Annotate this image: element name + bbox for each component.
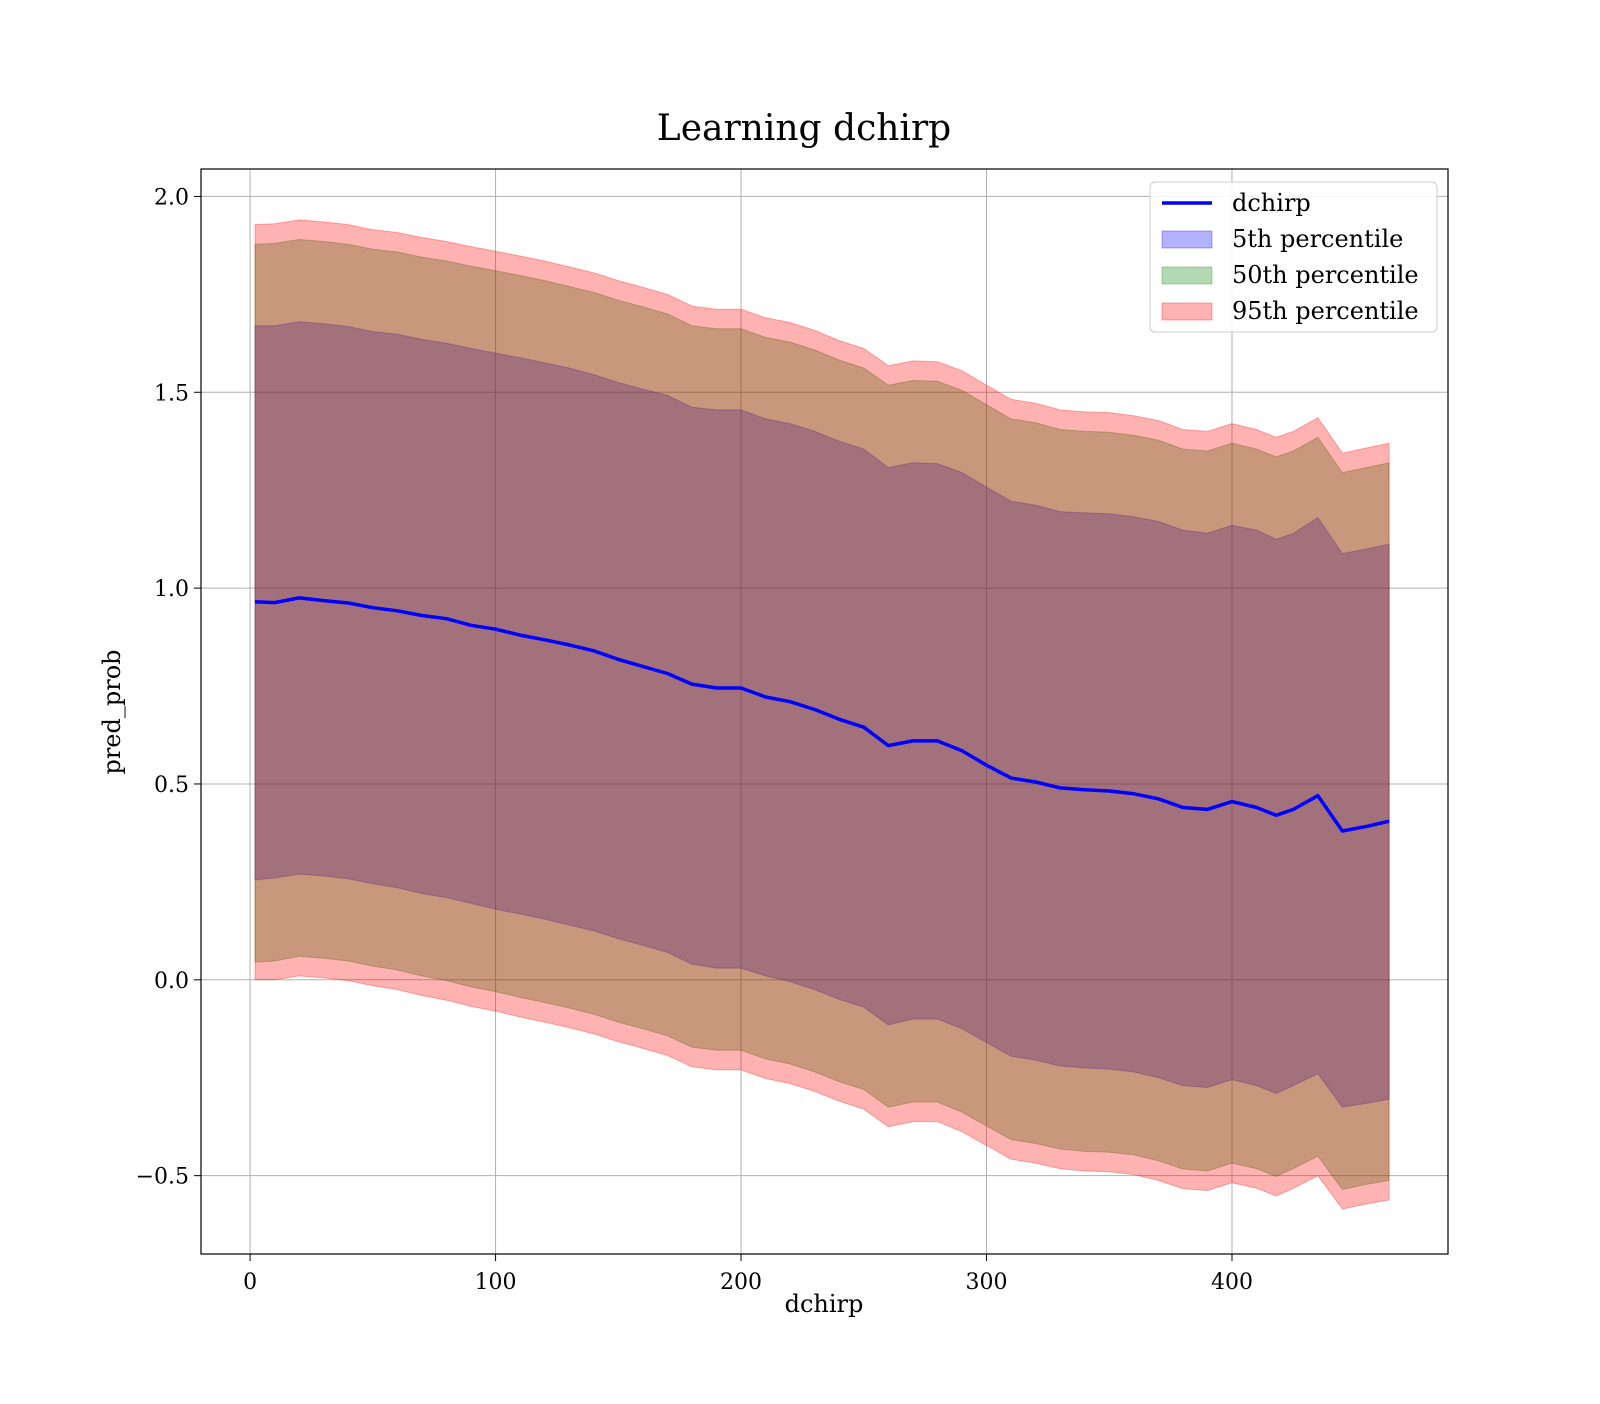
chart-title: Learning dchirp xyxy=(657,108,951,149)
legend-box xyxy=(1149,181,1438,333)
band-50th-percentile xyxy=(254,238,1390,1190)
legend-label: 95th percentile xyxy=(1232,297,1419,325)
legend-label: 50th percentile xyxy=(1232,261,1419,289)
band-95th-percentile xyxy=(254,219,1390,1210)
plot-frame xyxy=(200,168,1449,1255)
y-axis-ticks: −0.5 0.0 0.5 1.0 1.5 2.0 xyxy=(136,185,201,1190)
legend: dchirp 5th percentile 50th percentile 95th … xyxy=(1149,181,1438,333)
y-tick-label: 0.5 xyxy=(154,773,189,798)
y-tick-label: −0.5 xyxy=(136,1165,189,1190)
legend-swatch-patch xyxy=(1161,302,1213,321)
x-tick-label: 100 xyxy=(475,1270,517,1295)
band-5th-percentile xyxy=(254,321,1390,1108)
x-tick-label: 0 xyxy=(243,1270,257,1295)
legend-label: dchirp xyxy=(1232,189,1311,217)
legend-swatch-patch xyxy=(1161,230,1213,249)
series-line-dchirp xyxy=(254,596,1390,833)
y-tick-label: 0.0 xyxy=(154,969,189,994)
y-tick-label: 2.0 xyxy=(154,185,189,210)
x-tick-label: 400 xyxy=(1211,1270,1253,1295)
series-lines xyxy=(254,596,1390,833)
y-tick-label: 1.5 xyxy=(154,381,189,406)
legend-label: 5th percentile xyxy=(1232,225,1403,253)
x-tick-label: 200 xyxy=(720,1270,762,1295)
percentile-bands xyxy=(254,219,1390,1210)
x-axis-label: dchirp xyxy=(785,1290,864,1318)
y-tick-label: 1.0 xyxy=(154,577,189,602)
legend-swatch-patch xyxy=(1161,266,1213,285)
x-axis-ticks: 0 100 200 300 400 xyxy=(243,1254,1253,1295)
x-tick-label: 300 xyxy=(966,1270,1008,1295)
y-axis-label: pred_prob xyxy=(98,649,126,774)
